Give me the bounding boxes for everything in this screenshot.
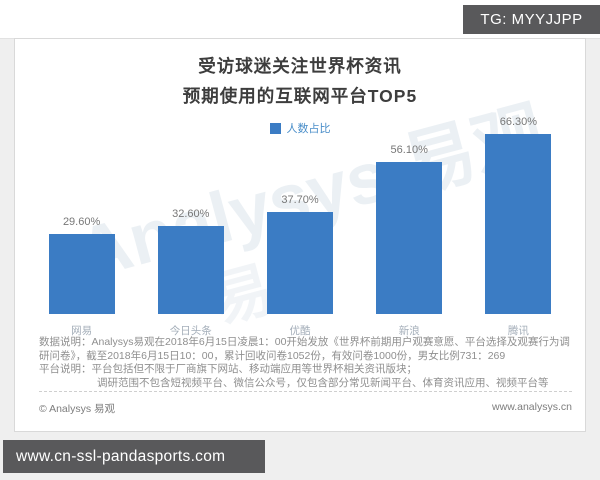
card-footer: © Analysys 易观 www.analysys.cn	[39, 401, 572, 416]
tg-contact-label: TG: MYYJJPP	[480, 11, 583, 28]
category-label: 优酷	[289, 325, 311, 337]
bar-group: 29.60%	[27, 104, 136, 314]
bar-group: 32.60%	[136, 104, 245, 314]
legend-swatch-icon	[269, 122, 281, 134]
source-site-label: www.analysys.cn	[492, 401, 572, 413]
footer-separator	[39, 391, 572, 392]
chart-notes: 数据说明：Analysys易观在2018年6月15日凌晨1：00开始发放《世界杯…	[39, 336, 572, 390]
bar	[157, 226, 224, 314]
bar-group: 56.10%	[355, 104, 464, 314]
bars-row: 29.60% 32.60% 37.70% 56.10% 66.30%	[27, 104, 573, 314]
chart-card: Analysys 易观 易观 受访球迷关注世界杯资讯 预期使用的互联网平台TOP…	[14, 38, 586, 432]
chart-legend: 人数占比	[15, 120, 585, 136]
category-label: 网易	[71, 325, 93, 337]
bar-value-label: 66.30%	[499, 116, 538, 128]
platform-note-line2: 调研范围不包含短视频平台、微信公众号，仅包含部分常见新闻平台、体育资讯应用、视频…	[97, 376, 549, 389]
chart-title-line2: 预期使用的互联网平台TOP5	[182, 86, 418, 106]
bar	[485, 134, 552, 314]
chart-title-line1: 受访球迷关注世界杯资讯	[198, 56, 402, 76]
data-note: 数据说明：Analysys易观在2018年6月15日凌晨1：00开始发放《世界杯…	[39, 336, 570, 362]
categories-row: 网易 今日头条 优酷 新浪 腾讯	[27, 323, 573, 338]
bar	[267, 212, 333, 314]
bar-value-label: 29.60%	[62, 216, 101, 228]
platform-note-line1: 平台包括但不限于厂商旗下网站、移动端应用等世界杯相关资讯版块；	[91, 363, 418, 375]
bar-value-label: 56.10%	[390, 144, 428, 156]
bar-value-label: 32.60%	[172, 208, 210, 220]
category-label: 腾讯	[507, 325, 529, 337]
category-label: 新浪	[398, 325, 420, 337]
site-url-badge: www.cn-ssl-pandasports.com	[3, 440, 265, 473]
copyright-label: © Analysys 易观	[39, 403, 116, 415]
site-url-label: www.cn-ssl-pandasports.com	[16, 448, 226, 465]
platform-note: 平台说明：平台包括但不限于厂商旗下网站、移动端应用等世界杯相关资讯版块； 调研范围…	[39, 363, 572, 390]
platform-note-label: 平台说明：	[39, 363, 92, 375]
bar-group: 66.30%	[464, 104, 573, 314]
bar	[48, 234, 115, 314]
chart-title: 受访球迷关注世界杯资讯 预期使用的互联网平台TOP5	[15, 51, 585, 111]
bar	[376, 162, 443, 314]
legend-label: 人数占比	[286, 123, 331, 135]
category-label: 今日头条	[169, 325, 212, 337]
tg-contact-badge: TG: MYYJJPP	[463, 5, 600, 34]
bar-value-label: 37.70%	[281, 194, 319, 206]
bar-group: 37.70%	[245, 104, 354, 314]
